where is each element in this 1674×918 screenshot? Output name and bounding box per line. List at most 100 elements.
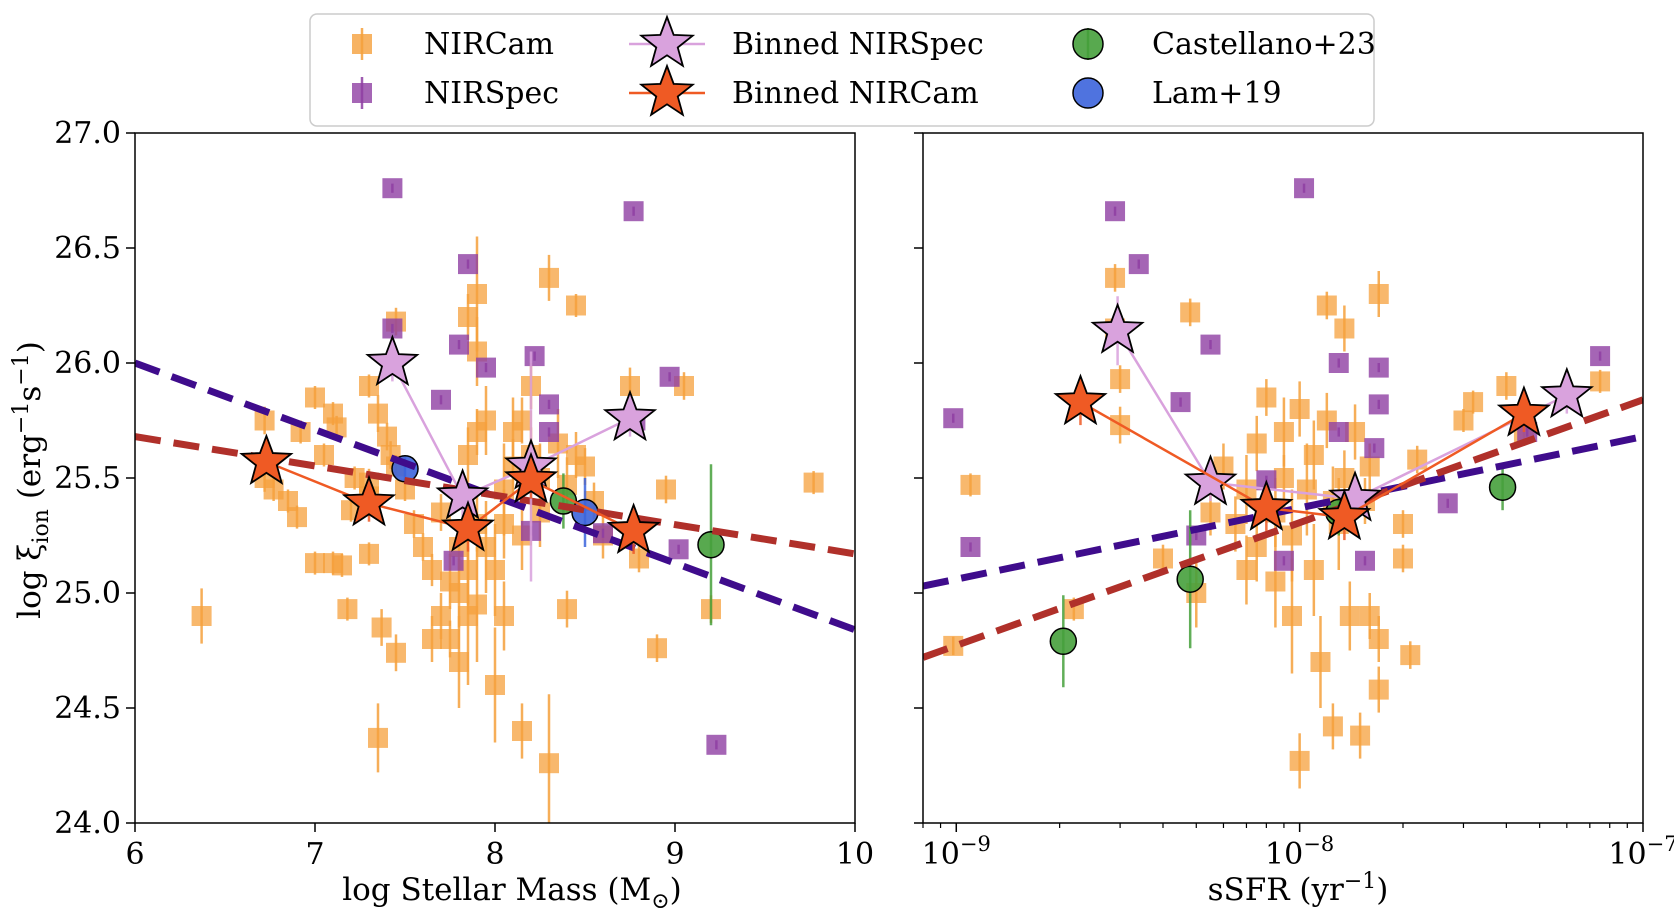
left-data-point: [413, 537, 433, 557]
left-data-point: [191, 606, 212, 626]
right-data-point: [1200, 502, 1221, 523]
right-x-tick-label: 10−8: [1265, 832, 1334, 872]
legend-label: Binned NIRSpec: [732, 27, 984, 62]
left-data-point: [368, 727, 388, 748]
left-series-nircam: [191, 236, 824, 823]
right-data-point: [1273, 468, 1294, 488]
left-y-tick-label: 24.0: [54, 806, 121, 841]
left-x-axis-label: log Stellar Mass (M⊙): [342, 872, 682, 914]
right-data-point: [1322, 716, 1343, 737]
right-data-point: [1176, 565, 1204, 593]
right-data-point: [1289, 750, 1310, 771]
right-data-point: [1273, 550, 1294, 571]
right-data-point: [1246, 433, 1267, 454]
right-data-point: [1328, 422, 1349, 442]
left-data-point: [512, 410, 532, 431]
right-data-point: [1590, 371, 1611, 392]
right-x-tick-label: 10−7: [1608, 832, 1674, 872]
left-data-point: [278, 491, 298, 511]
left-data-point: [449, 334, 469, 355]
legend-label: Lam+19: [1152, 76, 1282, 111]
left-data-point: [458, 445, 478, 465]
right-data-point: [1273, 422, 1294, 442]
right-data-point: [1281, 525, 1302, 546]
right-data-point: [1310, 652, 1331, 672]
right-data-point: [1180, 302, 1201, 323]
left-data-point: [382, 178, 403, 199]
left-data-point: [467, 594, 487, 615]
right-data-point: [1316, 295, 1337, 316]
left-data-point: [512, 721, 532, 741]
left-binned-star: [602, 389, 658, 442]
left-binned-star: [440, 500, 496, 552]
right-data-point: [1303, 445, 1324, 465]
legend-square-marker: [352, 34, 372, 54]
left-data-point: [422, 560, 442, 580]
legend-circle-marker: [1072, 77, 1104, 109]
left-data-point: [656, 479, 676, 500]
right-data-point: [1105, 201, 1126, 222]
right-data-point: [1110, 369, 1131, 390]
panel-ssfr: 10−9 10−8 10−7: [914, 132, 1674, 872]
right-data-point: [1368, 284, 1389, 304]
left-data-point: [557, 599, 577, 620]
right-series-binned-nirspec: [1090, 296, 1594, 522]
left-data-point: [575, 456, 595, 477]
left-data-point: [539, 753, 559, 774]
right-series-binned-nircam: [1053, 373, 1552, 541]
legend-label: NIRSpec: [424, 76, 559, 111]
legend-item-nircam: NIRCam: [352, 27, 554, 62]
right-data-point: [1359, 456, 1380, 477]
legend-item-binned-nircam: Binned NIRCam: [629, 63, 979, 117]
left-data-point: [305, 553, 325, 574]
right-data-point: [1590, 346, 1611, 367]
right-x-tick-label: 10−9: [922, 832, 991, 872]
left-data-point: [368, 403, 388, 424]
right-data-point: [1213, 456, 1234, 477]
left-data-point: [359, 376, 379, 396]
left-x-tick-label: 8: [485, 837, 504, 872]
right-data-point: [1256, 387, 1277, 408]
left-data-point: [566, 295, 586, 316]
legend-star-marker: [638, 63, 696, 117]
right-data-point: [960, 537, 981, 557]
left-series-castellano-23: [549, 464, 725, 626]
left-data-point: [449, 652, 469, 672]
right-data-point: [1328, 353, 1349, 373]
left-data-point: [697, 530, 725, 559]
left-data-point: [305, 387, 325, 408]
left-data-point: [539, 422, 559, 442]
left-data-point: [659, 366, 680, 387]
right-binned-star: [1496, 385, 1552, 437]
left-data-point: [593, 523, 613, 544]
right-data-point: [1400, 645, 1421, 666]
right-data-point: [1281, 606, 1302, 626]
left-data-point: [629, 548, 649, 569]
legend-star-marker: [638, 14, 696, 68]
left-data-point: [422, 629, 442, 649]
right-data-point: [1368, 394, 1389, 415]
right-data-point: [1368, 357, 1389, 378]
legend: NIRCam NIRSpec Binned NIRSpec Binned NIRCam…: [309, 13, 1376, 127]
legend-circle-marker: [1072, 28, 1104, 60]
legend-square-marker: [352, 83, 372, 103]
legend-item-lam-19: Lam+19: [1072, 76, 1282, 111]
left-data-point: [337, 599, 358, 620]
right-series-nirspec: [943, 178, 1611, 571]
left-data-point: [620, 376, 640, 396]
left-binned-line: [391, 362, 631, 499]
right-binned-line: [1079, 401, 1525, 519]
left-data-point: [371, 617, 392, 638]
left-binned-star: [503, 451, 559, 504]
left-binned-star: [365, 334, 420, 387]
right-data-point: [1345, 422, 1366, 442]
right-data-point: [1368, 629, 1389, 649]
right-binned-star: [1090, 302, 1145, 354]
right-binned-star: [1183, 454, 1238, 506]
left-data-point: [404, 514, 424, 534]
left-y-axis-label: log ξion (erg−1s−1): [9, 341, 54, 619]
left-y-tick-label: 26.5: [54, 231, 121, 266]
left-data-point: [524, 346, 545, 367]
left-data-point: [458, 254, 478, 275]
